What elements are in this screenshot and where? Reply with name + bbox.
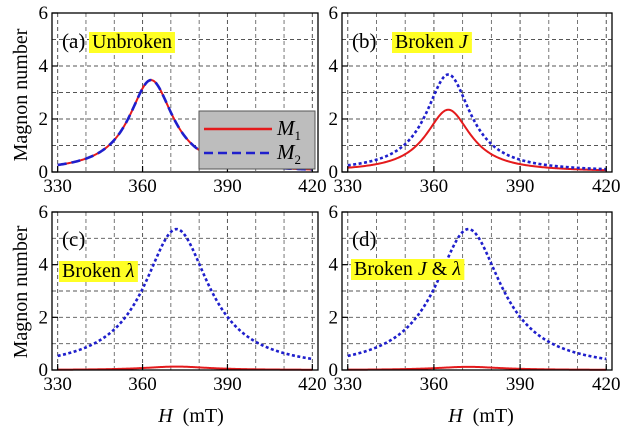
y-tick-label: 2 — [329, 307, 339, 328]
series-line-m1 — [347, 365, 607, 371]
legend-label-2: M2 — [276, 140, 301, 167]
panel-tag: Broken J — [395, 31, 469, 53]
y-tick-label: 0 — [329, 162, 339, 183]
series-line-m1 — [347, 108, 607, 172]
x-tick-label: 390 — [213, 374, 242, 395]
x-axis-label-right: H (mT) — [447, 405, 514, 427]
plot-frame — [51, 12, 319, 173]
y-tick-label: 6 — [329, 202, 339, 223]
x-axis-label-left: H (mT) — [157, 405, 224, 427]
panel-tag-highlight — [392, 32, 472, 53]
series-line-m2 — [347, 73, 607, 171]
x-tick-label: 420 — [592, 374, 621, 395]
panel-tag: Unbroken — [92, 31, 172, 53]
x-tick-label: 420 — [298, 176, 327, 197]
x-tick-label: 390 — [213, 176, 242, 197]
y-tick-label: 6 — [329, 3, 339, 24]
panel-tag: Broken J & λ — [354, 258, 461, 280]
x-tick-label: 390 — [506, 374, 535, 395]
panel-d: 330 360 390 420 0 2 4 6 (d) Broken J & λ — [329, 202, 621, 395]
series-line-m2 — [57, 227, 313, 361]
panel-b: 330 360 390 420 0 2 4 6 (b) Broken J — [329, 3, 621, 197]
plot-frame — [341, 211, 613, 371]
y-tick-label: 4 — [39, 255, 49, 276]
y-tick-label: 0 — [329, 360, 339, 381]
x-tick-label: 360 — [128, 374, 157, 395]
panel-letter: (b) — [352, 29, 377, 53]
legend-label-1: M1 — [276, 116, 301, 143]
x-tick-label: 360 — [128, 176, 157, 197]
y-axis-label-bottom: Magnon number — [10, 225, 32, 358]
panel-letter: (c) — [62, 227, 85, 251]
panel-letter: (a) — [62, 29, 85, 53]
y-tick-label: 4 — [329, 255, 339, 276]
y-tick-label: 2 — [39, 307, 49, 328]
panel-tag-highlight — [89, 32, 175, 53]
y-tick-label: 6 — [39, 202, 49, 223]
y-tick-label: 2 — [329, 109, 339, 130]
panel-tag-highlight — [59, 261, 138, 282]
series-line-m1 — [57, 365, 313, 371]
plot-frame — [341, 12, 613, 173]
y-tick-label: 2 — [39, 109, 49, 130]
y-tick-label: 0 — [39, 360, 49, 381]
x-tick-label: 360 — [420, 374, 449, 395]
legend-box — [198, 110, 316, 170]
panel-letter: (d) — [352, 227, 377, 251]
x-tick-label: 330 — [333, 374, 362, 395]
x-tick-label: 330 — [333, 176, 362, 197]
y-tick-label: 4 — [329, 56, 339, 77]
x-tick-label: 330 — [43, 374, 72, 395]
x-tick-label: 390 — [506, 176, 535, 197]
x-tick-label: 360 — [420, 176, 449, 197]
x-tick-label: 420 — [298, 374, 327, 395]
y-axis-label-top: Magnon number — [10, 28, 32, 161]
y-tick-label: 6 — [39, 3, 49, 24]
x-tick-label: 420 — [592, 176, 621, 197]
plot-frame — [51, 211, 319, 371]
y-tick-label: 4 — [39, 56, 49, 77]
panel-c: 330 360 390 420 0 2 4 6 (c) Broken λ — [39, 202, 327, 395]
series-line-m2 — [347, 227, 607, 361]
y-tick-label: 0 — [39, 162, 49, 183]
panel-tag-highlight — [351, 259, 465, 280]
panel-tag: Broken λ — [62, 260, 135, 282]
x-tick-label: 330 — [43, 176, 72, 197]
panel-a: 330 360 390 420 0 2 4 6 (a) Unbroken — [39, 3, 327, 197]
